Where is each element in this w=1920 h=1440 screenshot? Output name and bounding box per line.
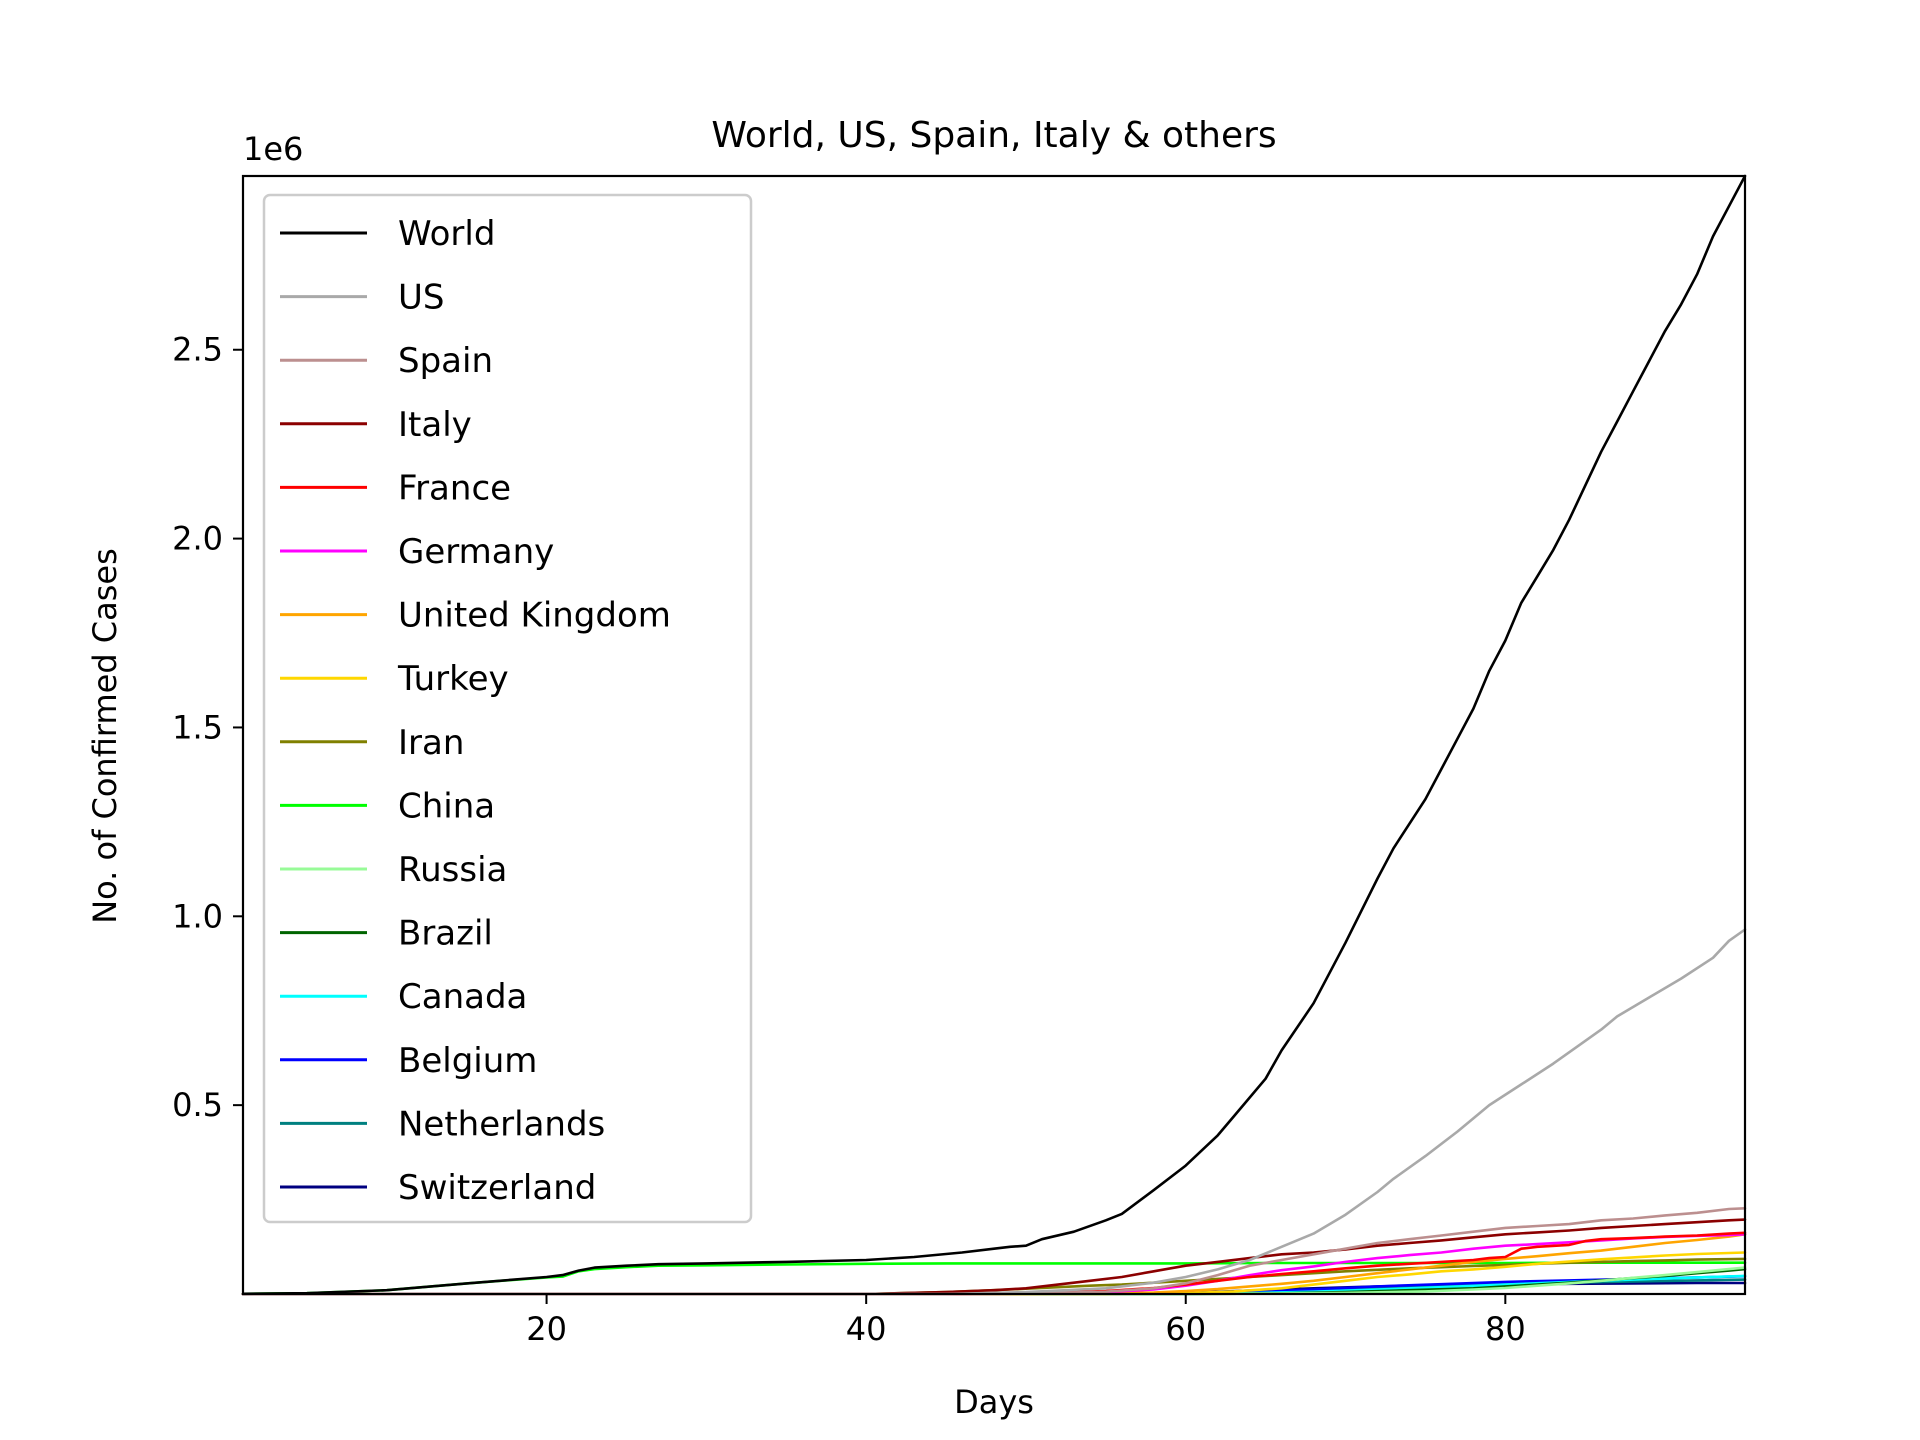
legend-label-world: World bbox=[398, 214, 495, 254]
x-tick-label: 80 bbox=[1485, 1310, 1526, 1348]
x-tick-label: 20 bbox=[526, 1310, 567, 1348]
plot-frame bbox=[241, 174, 1747, 1296]
legend-label-iran: Iran bbox=[398, 723, 464, 763]
legend: World US Spain Italy France Germany United Kin… bbox=[262, 193, 753, 1224]
y-tick-label: 1.5 bbox=[172, 708, 223, 746]
x-axis-ticks: 20 40 60 80 bbox=[526, 1294, 1526, 1348]
chart-title: World, US, Spain, Italy & others bbox=[711, 115, 1276, 156]
legend-label-canada: Canada bbox=[398, 977, 527, 1017]
legend-label-belgium: Belgium bbox=[398, 1041, 537, 1081]
y-tick-label: 2.0 bbox=[172, 520, 223, 558]
legend-label-brazil: Brazil bbox=[398, 914, 493, 954]
series-line-us bbox=[241, 928, 1747, 1296]
legend-label-spain: Spain bbox=[398, 341, 493, 381]
series-line-turkey bbox=[241, 1251, 1747, 1296]
series-line-world bbox=[241, 174, 1747, 1296]
legend-label-france: France bbox=[398, 468, 511, 508]
legend-label-italy: Italy bbox=[398, 405, 472, 445]
series-line-spain bbox=[241, 1207, 1747, 1296]
y-offset-label: 1e6 bbox=[243, 130, 303, 168]
y-axis-label: No. of Confirmed Cases bbox=[86, 548, 124, 924]
y-tick-label: 0.5 bbox=[172, 1086, 223, 1124]
legend-label-united-kingdom: United Kingdom bbox=[398, 596, 671, 636]
legend-label-germany: Germany bbox=[398, 532, 554, 572]
y-tick-label: 2.5 bbox=[172, 331, 223, 369]
legend-label-us: US bbox=[398, 278, 444, 318]
legend-label-switzerland: Switzerland bbox=[398, 1168, 596, 1208]
y-axis-ticks: 0.5 1.0 1.5 2.0 2.5 bbox=[172, 331, 243, 1124]
legend-label-russia: Russia bbox=[398, 850, 507, 890]
legend-label-china: China bbox=[398, 786, 495, 826]
series-line-united-kingdom bbox=[241, 1233, 1747, 1296]
x-tick-label: 40 bbox=[846, 1310, 887, 1348]
x-tick-label: 60 bbox=[1165, 1310, 1206, 1348]
x-axis-label: Days bbox=[954, 1383, 1034, 1421]
legend-label-turkey: Turkey bbox=[397, 659, 509, 699]
legend-label-netherlands: Netherlands bbox=[398, 1104, 605, 1144]
y-tick-label: 1.0 bbox=[172, 897, 223, 935]
legend-box bbox=[262, 193, 753, 1224]
